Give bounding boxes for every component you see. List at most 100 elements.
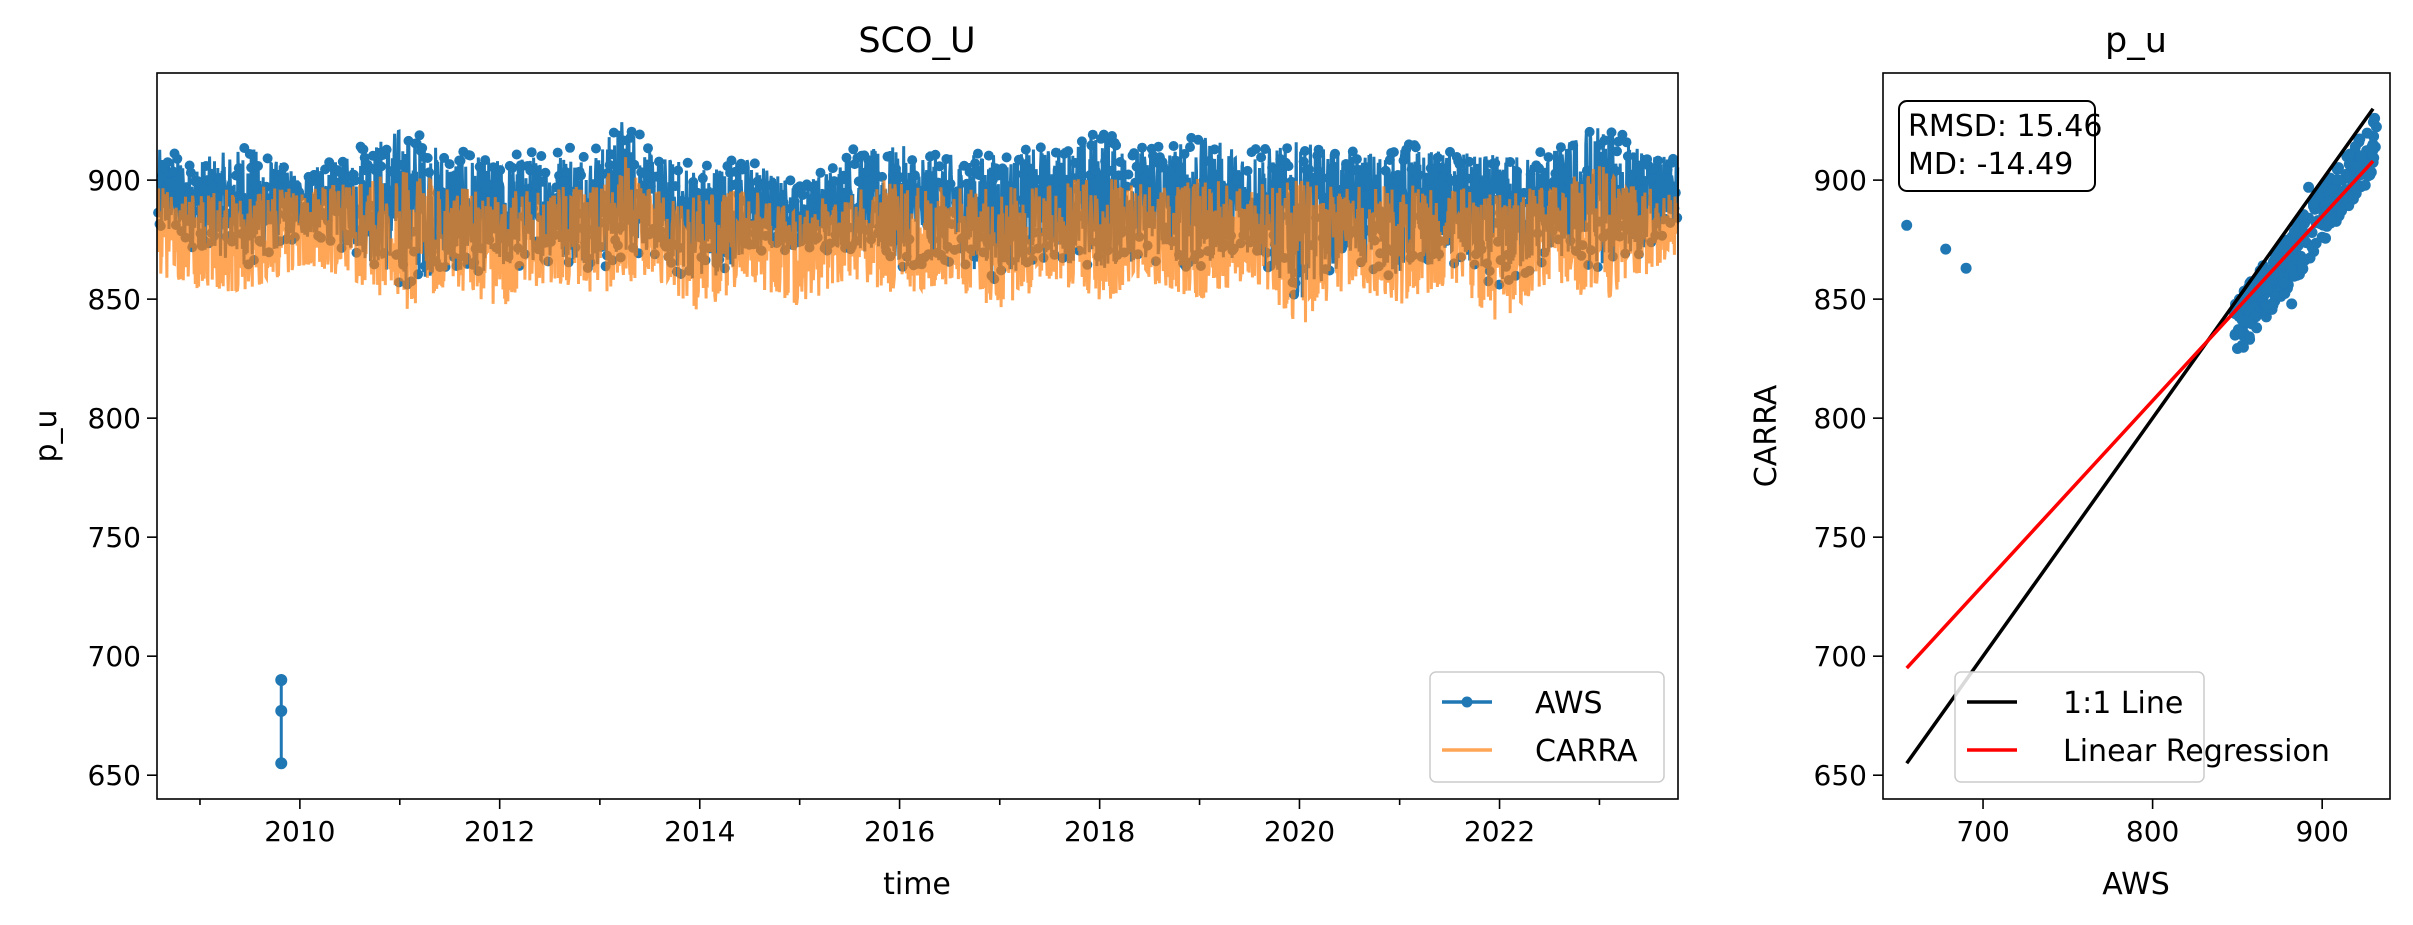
x-tick-label: 2020 [1264,815,1335,848]
aws-point [604,160,615,170]
aws-point [358,144,369,155]
aws-point [424,167,435,178]
aws-point [202,175,213,186]
aws-point [565,142,575,153]
aws-point [1157,157,1168,168]
aws-point [1035,142,1046,153]
timeseries-x-ticks: 2010 2012 2014 2016 2018 2020 2022 [199,799,1601,848]
aws-point [1122,181,1132,192]
aws-point [1406,164,1417,175]
aws-point [253,161,263,171]
y-tick-label: 750 [88,521,141,554]
aws-point [1198,175,1209,186]
aws-point [815,167,826,178]
aws-point [758,180,768,191]
aws-point [396,159,407,170]
aws-point [1149,189,1160,200]
aws-point [1581,165,1592,176]
aws-point [1308,172,1319,183]
aws-point [1018,169,1028,180]
aws-point [1070,157,1080,168]
aws-point [560,167,571,178]
aws-point [1364,181,1375,191]
aws-point [1242,165,1253,176]
aws-point [1410,142,1421,153]
aws-point [894,172,905,183]
scatter-point [2278,277,2290,289]
scatter-x-tick-label: 900 [2295,815,2348,848]
aws-point [1076,136,1087,147]
aws-point [198,183,209,194]
aws-point [1304,164,1314,175]
y-tick-label: 800 [88,402,141,435]
timeseries-y-ticks: 650 700 750 800 850 900 [88,164,157,792]
aws-point [1273,165,1284,176]
aws-point [862,166,872,177]
scatter-y-tick-label: 800 [1814,402,1867,435]
aws-point [493,179,504,190]
aws-point [877,171,888,182]
aws-point [972,148,983,159]
aws-point [1153,141,1164,152]
aws-point [1164,165,1175,176]
aws-point [521,184,532,195]
aws-point [507,162,518,173]
aws-point [164,178,174,188]
scatter-x-label: AWS [2102,867,2170,902]
legend-aws-marker [1461,696,1473,708]
aws-point [1016,195,1027,206]
scatter-point [2297,263,2309,275]
aws-point [726,155,737,166]
scatter-y-tick-label: 750 [1814,521,1867,554]
aws-point [172,153,183,164]
aws-point [576,170,586,181]
aws-point [536,151,547,161]
aws-outlier-point [275,673,288,686]
scatter-point [2289,226,2300,238]
aws-point [387,166,398,177]
aws-point [1137,142,1148,153]
legend-aws-label: AWS [1535,686,1603,721]
aws-point [1653,155,1663,166]
aws-point [552,147,563,158]
aws-point [478,170,489,181]
aws-point [827,163,838,174]
aws-point [465,150,476,161]
aws-point [417,143,428,153]
aws-point [1432,152,1443,163]
aws-point [1098,129,1109,140]
scatter-y-tick-label: 650 [1814,759,1867,792]
aws-point [979,181,990,192]
aws-point [1445,146,1455,157]
aws-point [905,178,916,189]
scatter-y-tick-label: 850 [1814,283,1867,316]
scatter-point [2361,127,2373,139]
rmsd-text: RMSD: 15.46 [1908,109,2102,144]
scatter-point [2321,220,2333,232]
aws-point [1599,135,1610,146]
y-tick-label: 700 [88,640,141,673]
aws-point [482,178,493,189]
aws-point [1204,156,1215,167]
aws-point [1282,143,1293,154]
x-tick-label: 2010 [264,815,335,848]
aws-point [444,159,455,170]
aws-point [945,178,956,189]
aws-point [384,194,395,205]
aws-point [368,150,378,161]
aws-point [480,155,491,166]
aws-point [309,169,320,180]
aws-point [495,165,506,176]
aws-point [1347,146,1358,157]
aws-point [1176,177,1187,187]
aws-point [1128,148,1139,159]
aws-point [1654,175,1665,186]
aws-point [1232,171,1243,181]
aws-outlier-point [275,704,288,717]
aws-point [1316,190,1327,201]
timeseries-x-label: time [883,867,951,902]
scatter-point [2266,298,2278,310]
aws-point [803,204,814,215]
scatter-y-label: CARRA [1749,384,1784,487]
aws-point [797,190,808,200]
